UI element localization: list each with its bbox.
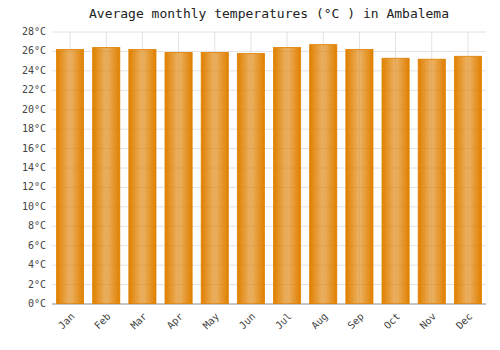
chart-container: 0°C 2°C 4°C 6°C 8°C 10°C 12°C 14°C 16°C 18°C 20°C 2… [0,0,500,350]
x-tick-label: Aug [309,311,330,332]
x-tick-label: May [201,311,222,332]
x-tick-label: Nov [418,311,439,332]
y-tick-label: 18°C [22,123,46,134]
x-tick-label: Mar [128,311,149,332]
bar [454,56,481,304]
bar [346,49,373,304]
y-tick-label: 28°C [22,26,46,37]
x-tick-label: Sep [345,311,366,332]
axes: 0°C 2°C 4°C 6°C 8°C 10°C 12°C 14°C 16°C 18°C 20°C 2… [22,26,486,331]
y-tick-label: 14°C [22,162,46,173]
x-tick-label: Dec [454,311,475,332]
y-tick-label: 8°C [28,220,46,231]
bars [57,45,482,304]
bar [93,48,120,304]
x-tick-label: Jul [273,311,294,332]
x-tick-label: Feb [92,311,113,332]
chart: 0°C 2°C 4°C 6°C 8°C 10°C 12°C 14°C 16°C 18°C 20°C 2… [0,0,500,350]
y-tick-label: 12°C [22,181,46,192]
bar [237,53,264,304]
bar [129,49,156,304]
y-tick-label: 22°C [22,84,46,95]
grid [52,32,486,304]
bar [382,58,409,304]
chart-title: Average monthly temperatures (°C ) in Am… [89,6,449,21]
y-tick-label: 6°C [28,240,46,251]
y-grid-line [52,32,486,33]
bar [201,52,228,304]
bar [165,52,192,304]
y-tick-label: 2°C [28,279,46,290]
y-tick-label: 26°C [22,45,46,56]
y-tick-label: 20°C [22,104,46,115]
bar [57,49,84,304]
x-tick-label: Oct [382,311,403,332]
bar [418,59,445,304]
y-tick-label: 16°C [22,143,46,154]
y-tick-label: 24°C [22,65,46,76]
bar [310,45,337,304]
y-tick-label: 0°C [28,298,46,309]
x-tick-label: Apr [165,311,186,332]
y-tick-label: 10°C [22,201,46,212]
bar [274,48,301,304]
y-tick-label: 4°C [28,259,46,270]
x-tick-label: Jun [237,311,258,332]
x-tick-label: Jan [56,311,77,332]
